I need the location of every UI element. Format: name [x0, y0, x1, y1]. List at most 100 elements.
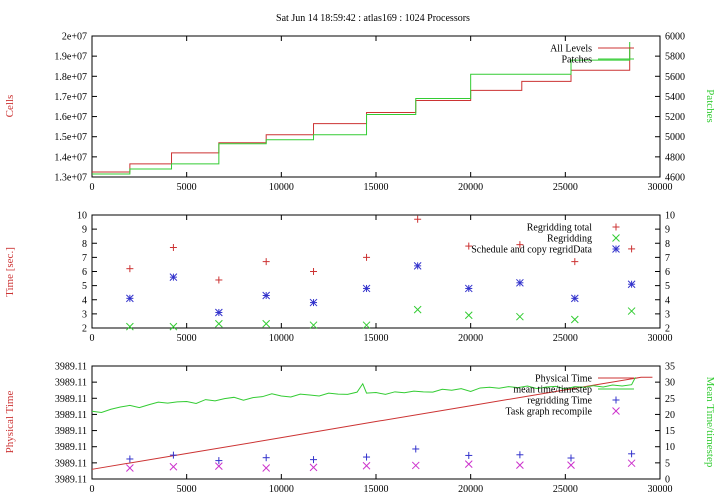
point-schedule-and-copy-regriddata — [464, 284, 473, 293]
x-tick-label: 10000 — [269, 182, 294, 193]
point-schedule-and-copy-regriddata — [627, 280, 636, 289]
point-schedule-and-copy-regriddata — [262, 291, 271, 300]
y-tick-label: 7 — [82, 253, 87, 264]
legend-label: mean time/timestep — [513, 385, 592, 396]
point-regridding-time — [169, 451, 177, 459]
point-regridding-total — [516, 241, 524, 249]
y2-tick-label: 5400 — [665, 92, 685, 103]
y-tick-label: 1.9e+07 — [54, 52, 87, 63]
legend-label: Task graph recompile — [506, 407, 593, 418]
y2-tick-label: 10 — [665, 211, 675, 222]
point-task-graph-recompile — [516, 461, 524, 469]
point-regridding-time — [126, 455, 134, 463]
point-regridding-time — [215, 457, 223, 465]
y-tick-label: 1.6e+07 — [54, 112, 87, 123]
y2-axis-label: Mean Time/timestep — [704, 377, 716, 468]
y2-tick-label: 4 — [665, 295, 670, 306]
y2-tick-label: 5 — [665, 458, 670, 469]
point-regridding-time — [363, 453, 371, 461]
x-tick-label: 30000 — [648, 182, 673, 193]
x-tick-label: 15000 — [364, 333, 389, 344]
point-schedule-and-copy-regriddata — [309, 298, 318, 307]
legend-label: Regridding total — [527, 223, 592, 234]
series-all-levels — [92, 47, 631, 173]
y2-tick-label: 30 — [665, 378, 675, 389]
y-tick-label: 2 — [82, 324, 87, 335]
y2-tick-label: 5600 — [665, 72, 685, 83]
y2-tick-label: 4600 — [665, 173, 685, 184]
legend-label: Patches — [561, 55, 592, 66]
series-physical-time — [91, 376, 653, 470]
legend-swatch — [612, 234, 620, 242]
point-schedule-and-copy-regriddata — [214, 308, 223, 317]
y2-tick-label: 6000 — [665, 32, 685, 43]
x-tick-label: 0 — [90, 484, 95, 495]
point-regridding — [214, 319, 223, 328]
y-tick-label: 6 — [82, 267, 87, 278]
y-tick-label: 3989.11 — [55, 475, 87, 486]
y-tick-label: 3989.11 — [55, 426, 87, 437]
x-tick-label: 20000 — [458, 484, 483, 495]
point-task-graph-recompile — [627, 459, 636, 468]
y-tick-label: 9 — [82, 225, 87, 236]
point-regridding — [464, 311, 473, 320]
y2-tick-label: 5 — [665, 281, 670, 292]
point-regridding-total — [571, 258, 579, 266]
y-tick-label: 1.3e+07 — [54, 173, 87, 184]
y-tick-label: 1.5e+07 — [54, 132, 87, 143]
panel-physical-time: 0 5000 10000 15000 20000 25000 30000 3989.11 398… — [4, 362, 716, 496]
x-tick-label: 25000 — [553, 333, 578, 344]
x-tick-label: 0 — [90, 182, 95, 193]
point-regridding-total — [215, 276, 223, 284]
legend-swatch — [612, 245, 620, 253]
point-regridding — [570, 315, 579, 324]
legend-swatch — [612, 396, 620, 404]
point-task-graph-recompile — [411, 461, 420, 470]
y2-tick-label: 8 — [665, 239, 670, 250]
point-task-graph-recompile — [169, 462, 178, 471]
y-tick-label: 3989.11 — [55, 378, 87, 389]
point-regridding-time — [516, 451, 524, 459]
y2-tick-label: 5200 — [665, 112, 685, 123]
point-regridding-total — [628, 245, 636, 253]
y-tick-label: 3989.11 — [55, 410, 87, 421]
x-tick-label: 0 — [90, 333, 95, 344]
y2-tick-label: 35 — [665, 362, 675, 373]
x-tick-label: 25000 — [553, 484, 578, 495]
point-regridding — [413, 305, 422, 314]
point-regridding-total — [310, 268, 318, 275]
x-tick-label: 5000 — [177, 484, 197, 495]
x-tick-label: 25000 — [553, 182, 578, 193]
y-tick-label: 3 — [82, 309, 87, 320]
point-regridding-total — [414, 215, 422, 223]
y2-tick-label: 5800 — [665, 52, 685, 63]
point-schedule-and-copy-regriddata — [126, 294, 134, 303]
y-tick-label: 3989.11 — [55, 394, 87, 405]
point-regridding-total — [363, 253, 371, 261]
series-patches — [92, 42, 631, 175]
point-regridding — [169, 322, 178, 331]
legend-label: All Levels — [550, 44, 592, 55]
point-regridding — [262, 319, 271, 328]
point-task-graph-recompile — [309, 463, 318, 472]
y-tick-label: 10 — [77, 211, 87, 222]
point-regridding — [309, 321, 318, 330]
legend-label: regridding Time — [527, 396, 592, 407]
y-tick-label: 1.8e+07 — [54, 72, 87, 83]
y-tick-label: 3989.11 — [55, 362, 87, 373]
point-regridding-time — [465, 451, 473, 459]
point-regridding-total — [262, 258, 270, 266]
point-regridding-total — [465, 242, 473, 250]
y-tick-label: 1.4e+07 — [54, 152, 87, 163]
y-tick-label: 3989.11 — [55, 442, 87, 453]
point-regridding — [516, 312, 524, 321]
panel-cells-patches: 0 5000 10000 15000 20000 25000 30000 1.3e+07 1.4… — [4, 32, 716, 194]
point-schedule-and-copy-regriddata — [413, 261, 422, 270]
point-regridding — [627, 307, 636, 315]
point-task-graph-recompile — [262, 464, 271, 472]
figure-title: Sat Jun 14 18:59:42 : atlas169 : 1024 Pr… — [276, 13, 470, 24]
point-task-graph-recompile — [126, 464, 134, 472]
y2-tick-label: 5000 — [665, 132, 685, 143]
y-axis-label: Physical Time — [4, 391, 16, 454]
